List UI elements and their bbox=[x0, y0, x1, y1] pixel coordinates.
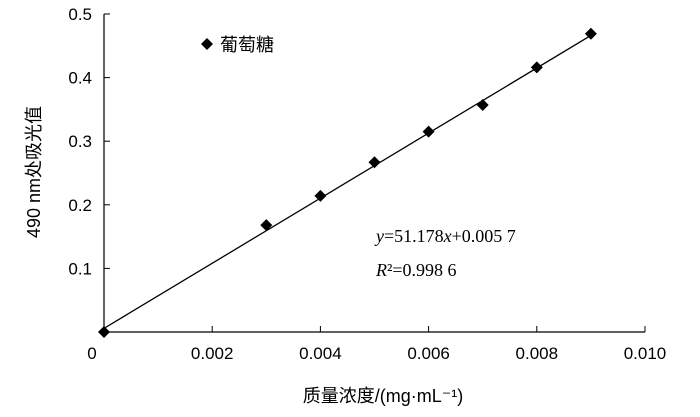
x-tick-label: 0.010 bbox=[624, 344, 667, 363]
regression-equation: y=51.178x+0.005 7 bbox=[374, 226, 516, 246]
x-tick-label: 0 bbox=[87, 344, 96, 363]
x-tick-label: 0.008 bbox=[516, 344, 559, 363]
y-tick-label: 0.3 bbox=[68, 132, 92, 151]
y-tick-label: 0.1 bbox=[68, 259, 92, 278]
y-axis-label: 490 nm处吸光值 bbox=[24, 106, 44, 238]
data-point bbox=[584, 27, 597, 40]
x-tick-label: 0.002 bbox=[191, 344, 234, 363]
data-point bbox=[422, 125, 435, 138]
x-tick-label: 0.006 bbox=[407, 344, 450, 363]
plot-frame bbox=[103, 14, 645, 333]
y-axis-ticks: 0.1 0.2 0.3 0.4 0.5 bbox=[68, 5, 110, 278]
data-point bbox=[260, 219, 273, 232]
data-point bbox=[314, 189, 327, 202]
legend: 葡萄糖 bbox=[201, 35, 274, 55]
data-point bbox=[98, 326, 110, 338]
y-tick-label: 0.4 bbox=[68, 69, 92, 88]
x-axis-label: 质量浓度/(mg·mL⁻¹) bbox=[303, 386, 464, 406]
data-point bbox=[530, 61, 543, 74]
trendline-group bbox=[103, 34, 592, 329]
legend-marker-diamond bbox=[201, 38, 213, 50]
x-tick-label: 0.004 bbox=[299, 344, 342, 363]
trendline bbox=[103, 34, 592, 329]
data-point bbox=[476, 98, 489, 111]
data-points bbox=[98, 27, 597, 338]
y-tick-label: 0.5 bbox=[68, 5, 92, 24]
x-axis-ticks: 0 0.002 0.004 0.006 0.008 0.010 bbox=[87, 326, 666, 363]
legend-label: 葡萄糖 bbox=[220, 35, 274, 55]
data-point bbox=[368, 156, 381, 169]
equation-annotation: y=51.178x+0.005 7 R²=0.998 6 bbox=[374, 226, 516, 280]
r-squared: R²=0.998 6 bbox=[375, 260, 457, 280]
y-tick-label: 0.2 bbox=[68, 196, 92, 215]
